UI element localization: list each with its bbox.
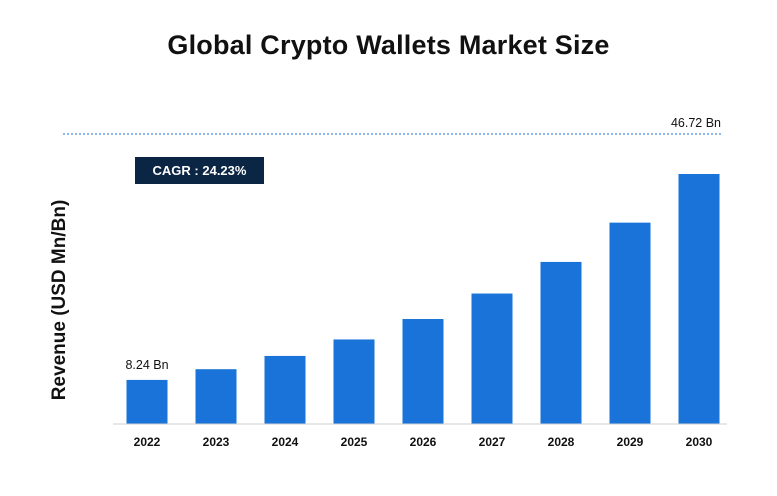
x-tick-2024: 2024 <box>272 435 299 449</box>
x-tick-2029: 2029 <box>617 435 644 449</box>
cagr-badge: CAGR : 24.23% <box>135 157 264 184</box>
bar-2022 <box>126 379 168 424</box>
x-tick-2027: 2027 <box>479 435 506 449</box>
bar-2028 <box>540 261 582 424</box>
bar-2026 <box>402 319 444 424</box>
bar-2024 <box>264 355 306 424</box>
x-tick-labels: 2022 2023 2024 2025 2026 2027 2028 2029 2030 <box>134 435 713 449</box>
x-tick-2026: 2026 <box>410 435 437 449</box>
x-tick-2030: 2030 <box>686 435 713 449</box>
bar-2027 <box>471 293 513 424</box>
bar-2023 <box>195 369 237 424</box>
max-value-label: 46.72 Bn <box>671 116 721 130</box>
chart-title: Global Crypto Wallets Market Size <box>167 30 610 60</box>
bar-2025 <box>333 339 375 424</box>
bars-group <box>126 174 720 424</box>
x-tick-2025: 2025 <box>341 435 368 449</box>
x-tick-2023: 2023 <box>203 435 230 449</box>
x-tick-2022: 2022 <box>134 435 161 449</box>
bar-2030 <box>678 174 720 424</box>
bar-2029 <box>609 222 651 424</box>
x-tick-2028: 2028 <box>548 435 575 449</box>
first-value-label: 8.24 Bn <box>125 358 168 372</box>
